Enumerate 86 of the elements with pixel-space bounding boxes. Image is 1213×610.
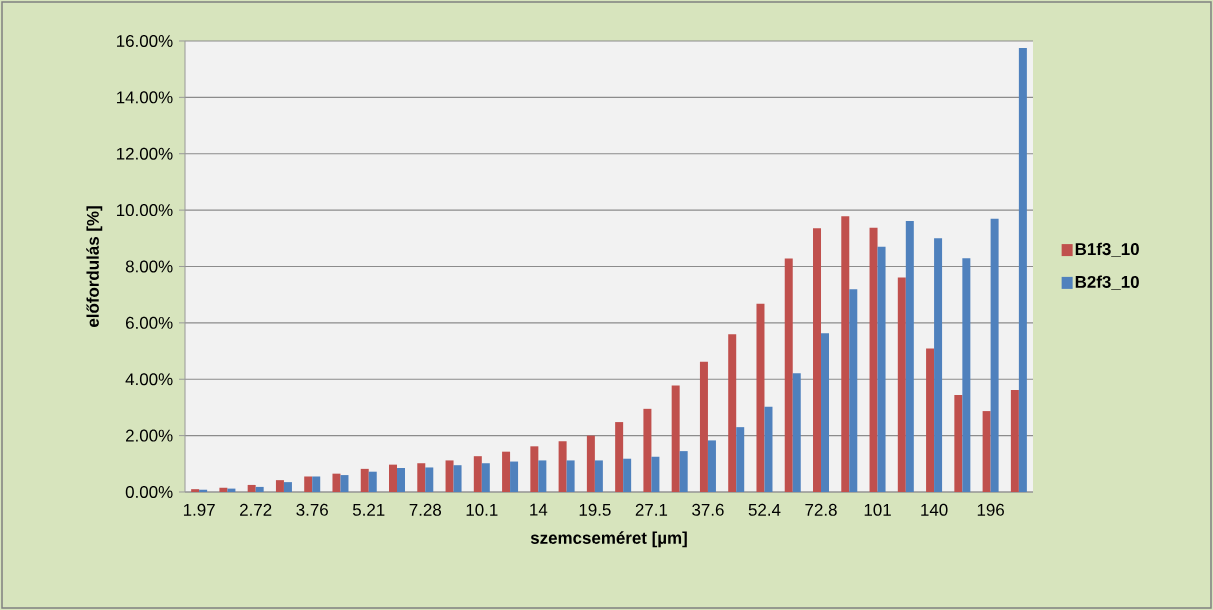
bar (982, 411, 991, 492)
x-tick-label: 19.5 (579, 503, 611, 516)
bar (954, 395, 963, 492)
y-tick-label: 2.00% (126, 429, 173, 442)
bar (679, 451, 688, 492)
bar (792, 373, 801, 492)
bar (905, 221, 914, 492)
y-tick-label: 6.00% (126, 316, 173, 329)
bar (784, 258, 793, 492)
bar (360, 468, 369, 492)
bar (849, 289, 858, 492)
bar (283, 482, 292, 492)
bar (897, 277, 906, 492)
y-tick-label: 12.00% (117, 147, 173, 160)
bar (453, 465, 462, 492)
bar (934, 238, 943, 492)
bar (736, 427, 745, 492)
bar (869, 227, 878, 492)
bar (623, 458, 632, 492)
bar (962, 258, 971, 492)
legend-label: B1f3_10 (1075, 242, 1139, 258)
x-tick-label: 140 (921, 503, 948, 516)
bar (728, 334, 737, 492)
bar (756, 303, 765, 492)
x-axis-title: szemcseméret [µm] (530, 531, 687, 548)
bar (397, 468, 406, 492)
x-tick-label: 14 (530, 503, 548, 516)
bar (651, 456, 660, 492)
x-tick-label: 3.76 (296, 503, 328, 516)
bar (389, 464, 398, 492)
bar (332, 473, 341, 492)
bar (699, 361, 708, 492)
bar (275, 480, 284, 492)
bar (191, 489, 200, 492)
bar (368, 471, 377, 492)
bar (304, 476, 313, 492)
x-tick-label: 72.8 (805, 503, 837, 516)
bar (255, 486, 264, 492)
bar (615, 422, 624, 492)
bar (219, 487, 228, 492)
bar (813, 228, 822, 492)
y-tick-label: 10.00% (117, 204, 173, 217)
bar (926, 348, 935, 492)
y-tick-label: 4.00% (125, 373, 173, 386)
bar (538, 460, 547, 492)
bar (671, 385, 680, 492)
bar (594, 460, 603, 492)
bar (247, 484, 256, 492)
bar (445, 460, 454, 492)
x-tick-label: 37.6 (692, 503, 724, 516)
x-tick-label: 196 (977, 503, 1004, 516)
bar (502, 451, 511, 492)
x-tick-label: 101 (864, 503, 891, 516)
bar (473, 456, 482, 492)
x-tick-label: 5.21 (352, 503, 385, 516)
x-tick-label: 27.1 (635, 503, 668, 516)
y-tick-label: 0.00% (125, 485, 173, 498)
bar (530, 446, 539, 492)
bar (1018, 48, 1027, 492)
x-tick-label: 7.28 (409, 503, 442, 516)
bar (425, 467, 434, 492)
bar (990, 218, 999, 492)
y-tick-label: 8.00% (125, 260, 173, 273)
bar (510, 461, 519, 492)
bar (586, 435, 595, 492)
bar (707, 440, 716, 492)
bar (340, 475, 349, 492)
x-tick-label: 2.72 (240, 503, 272, 516)
bar (643, 408, 652, 492)
y-tick-label: 14.00% (117, 91, 173, 104)
bar (312, 476, 321, 492)
y-tick-label: 16.00% (117, 34, 173, 47)
x-tick-label: 52.4 (748, 503, 781, 516)
bar (417, 463, 426, 492)
bar (481, 463, 490, 492)
bar (821, 333, 830, 492)
bar (558, 441, 567, 492)
x-tick-label: 1.97 (183, 503, 215, 516)
y-axis-title: előfordulás [%] (86, 206, 103, 327)
bar (877, 246, 886, 492)
bar (841, 216, 850, 492)
legend-label: B2f3_10 (1075, 275, 1139, 290)
bar (764, 406, 773, 492)
bar (566, 460, 575, 492)
x-tick-label: 10.1 (466, 503, 498, 516)
bar (1010, 389, 1019, 492)
